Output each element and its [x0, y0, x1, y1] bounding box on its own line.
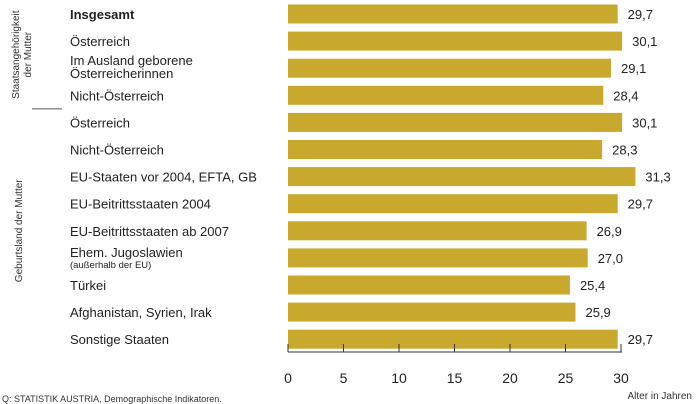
- category-label: Afghanistan, Syrien, Irak: [70, 305, 212, 320]
- value-labels: 29,7 30,1 29,1 28,4 30,1 28,3 31,3 29,7 26,9 27,0…: [580, 7, 671, 347]
- category-label: EU-Beitrittsstaaten 2004: [70, 197, 211, 212]
- category-label: Nicht-Österreich: [70, 88, 164, 103]
- bar-value-label: 28,4: [613, 88, 638, 103]
- x-tick-label: 15: [447, 370, 463, 386]
- bar: [288, 302, 576, 322]
- bar-value-label: 25,9: [585, 305, 610, 320]
- bar: [288, 112, 623, 132]
- bar-value-label: 28,3: [612, 143, 637, 158]
- bar-value-label: 26,9: [597, 224, 622, 239]
- category-label: Sonstige Staaten: [70, 332, 169, 347]
- x-tick-label: 5: [340, 370, 348, 386]
- x-tick-label: 25: [558, 370, 574, 386]
- x-tick-label: 0: [284, 370, 292, 386]
- bar: [288, 31, 623, 51]
- bar: [288, 194, 618, 214]
- x-tick-label: 10: [391, 370, 407, 386]
- category-label: Österreich: [70, 34, 130, 49]
- category-label: Ehem. Jugoslawien: [70, 245, 183, 260]
- bar: [288, 4, 618, 24]
- category-label-line2: Österreicherinnen: [70, 66, 173, 81]
- category-label: Im Ausland geborene: [70, 53, 193, 68]
- category-label: EU-Staaten vor 2004, EFTA, GB: [70, 170, 257, 185]
- source-note: Q: STATISTIK AUSTRIA, Demographische Ind…: [2, 394, 222, 404]
- bar-value-label: 29,7: [628, 197, 653, 212]
- bar: [288, 167, 636, 187]
- bar-value-label: 30,1: [632, 34, 657, 49]
- x-ticks: 0 5 10 15 20 25 30: [284, 344, 629, 386]
- bar-value-label: 29,7: [628, 7, 653, 22]
- bar-value-label: 31,3: [645, 170, 670, 185]
- x-tick-label: 20: [502, 370, 518, 386]
- category-label: Insgesamt: [70, 7, 135, 22]
- category-label: Türkei: [70, 278, 106, 293]
- bar: [288, 221, 587, 241]
- group-label: der Mutter: [23, 31, 34, 77]
- category-label: Österreich: [70, 115, 130, 130]
- bar: [288, 329, 618, 349]
- bar: [288, 85, 604, 105]
- category-label: EU-Beitrittsstaaten ab 2007: [70, 224, 229, 239]
- bars: [288, 4, 636, 349]
- bar-value-label: 27,0: [598, 251, 623, 266]
- group-label: Staatsangehörigkeit: [11, 10, 22, 99]
- bar-value-label: 30,1: [632, 115, 657, 130]
- bar: [288, 248, 588, 268]
- bar-value-label: 29,1: [621, 61, 646, 76]
- group-labels: Staatsangehörigkeit der Mutter Geburtsland…: [11, 10, 62, 282]
- group-label: Geburtsland der Mutter: [14, 179, 25, 282]
- bar: [288, 140, 603, 159]
- bar: [288, 58, 612, 78]
- category-label: Nicht-Österreich: [70, 143, 164, 158]
- bar: [288, 275, 570, 295]
- bar-value-label: 25,4: [580, 278, 605, 293]
- category-sublabel: (außerhalb der EU): [70, 260, 151, 271]
- bar-value-label: 29,7: [628, 332, 653, 347]
- x-axis-label: Alter in Jahren: [628, 391, 692, 402]
- x-tick-label: 30: [613, 370, 629, 386]
